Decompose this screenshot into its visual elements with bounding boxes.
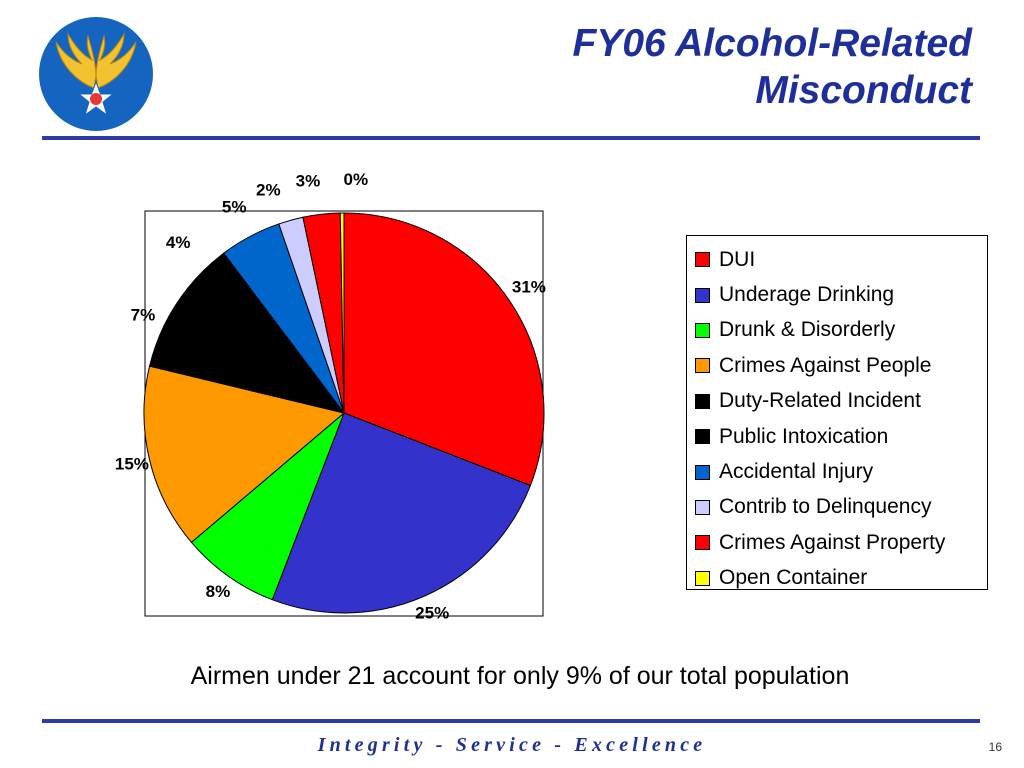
legend-item: Open Container (695, 561, 987, 596)
pie-slice-drunk-disorderly (190, 412, 345, 601)
top-divider (42, 136, 980, 140)
legend-swatch (695, 322, 710, 338)
legend-swatch (695, 570, 710, 586)
legend-label: Duty-Related Incident (719, 389, 921, 413)
legend-item: DUI (695, 242, 987, 277)
legend-swatch (695, 535, 710, 551)
legend-label: DUI (719, 247, 756, 271)
legend-swatch (695, 464, 710, 480)
data-label-crimes-against-property: 3% (296, 172, 321, 191)
air-force-logo (39, 17, 153, 131)
data-label-accidental-injury: 5% (222, 197, 247, 216)
legend-label: Crimes Against People (719, 353, 932, 377)
pie-slices (143, 212, 545, 614)
legend-swatch (695, 499, 710, 515)
legend-item: Underage Drinking (695, 277, 987, 312)
legend-label: Public Intoxication (719, 424, 889, 448)
pie-slice-open-container (339, 212, 345, 414)
legend-label: Drunk & Disorderly (719, 318, 896, 342)
data-label-contrib-to-delinquency: 2% (256, 180, 281, 199)
legend-swatch (695, 358, 710, 374)
title-line-1: FY06 Alcohol-Related (572, 22, 972, 65)
title-line-2: Misconduct (755, 69, 972, 112)
legend-label: Underage Drinking (719, 283, 895, 307)
pie-slice-dui (343, 212, 545, 487)
legend-swatch (695, 429, 710, 445)
legend-swatch (695, 393, 710, 409)
bottom-divider (42, 719, 980, 723)
legend-label: Open Container (719, 566, 868, 590)
slide-caption: Airmen under 21 account for only 9% of o… (190, 662, 850, 690)
legend-label: Contrib to Delinquency (719, 495, 932, 519)
data-label-duty-related-incident: 7% (131, 305, 156, 324)
legend-label: Crimes Against Property (719, 530, 946, 554)
legend-label: Accidental Injury (719, 460, 874, 484)
pie-labels: 31% 25% 8% 15% 7% 4% 5% 2% 3% 0% (115, 170, 546, 622)
pie-slice-underage-drinking (271, 412, 532, 614)
data-label-drunk-disorderly: 8% (206, 582, 231, 601)
data-label-crimes-against-people: 15% (115, 454, 149, 473)
data-label-underage-drinking: 25% (415, 603, 449, 622)
data-label-dui: 31% (512, 278, 546, 297)
legend-item: Duty-Related Incident (695, 384, 987, 419)
legend-item: Crimes Against Property (695, 525, 987, 560)
pie-slice-crimes-against-people (143, 365, 346, 544)
legend-item: Contrib to Delinquency (695, 490, 987, 525)
data-label-open-container: 0% (344, 170, 369, 189)
legend-item: Accidental Injury (695, 454, 987, 489)
footer-motto: Integrity - Service - Excellence (317, 734, 707, 756)
legend-swatch (695, 252, 710, 268)
slide-title: FY06 Alcohol-Related Misconduct (272, 20, 972, 114)
legend-item: Public Intoxication (695, 419, 987, 454)
legend-item: Drunk & Disorderly (695, 313, 987, 348)
page-number: 16 (988, 740, 1002, 754)
legend-swatch (695, 287, 710, 303)
legend-item: Crimes Against People (695, 348, 987, 383)
data-label-public-intoxication: 4% (166, 233, 191, 252)
chart-legend: DUI Underage Drinking Drunk & Disorderly Cr… (686, 235, 988, 590)
